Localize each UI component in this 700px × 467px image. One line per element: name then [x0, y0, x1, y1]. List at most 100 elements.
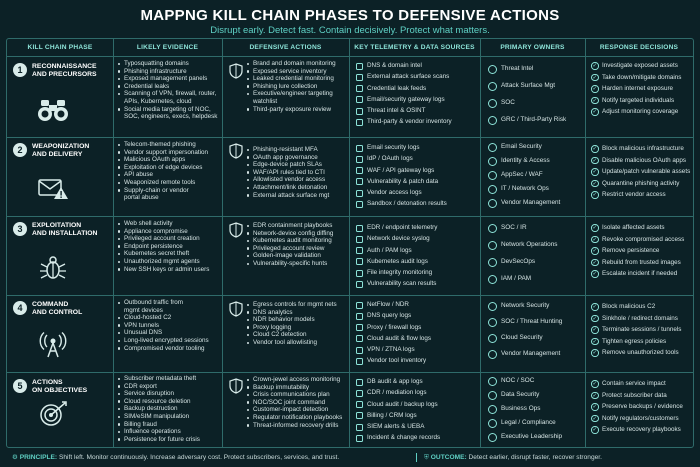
header-primary-owners: PRIMARY OWNERS — [500, 44, 565, 51]
sandbox-icon — [356, 200, 363, 208]
lock-icon — [356, 247, 363, 255]
search-icon — [488, 318, 497, 327]
item-label: IT / Network Ops — [501, 185, 549, 192]
network-icon — [488, 241, 497, 250]
check-icon: ✓ — [591, 326, 599, 334]
item-label: Preserve backups / evidence — [602, 403, 683, 410]
vendor-icon — [488, 199, 497, 208]
check-icon: ✓ — [591, 403, 599, 411]
item-label: Network device syslog — [367, 235, 430, 243]
source-item: Email/security gateway logs — [356, 94, 478, 105]
item-label: Threat intel & OSINT — [367, 107, 426, 115]
item-label: Attack Surface Mgt — [501, 82, 555, 89]
owner-item: Business Ops — [488, 405, 584, 419]
phase-title: ACTIONS ON OBJECTIVES — [32, 379, 122, 395]
list-item: Appliance compromise — [118, 228, 221, 236]
item-label: Sandbox / detonation results — [367, 200, 447, 208]
phase-row-3: 3 EXPLOITATION AND INSTALLATION Web shell… — [7, 217, 693, 295]
item-label: Email/security gateway logs — [367, 95, 445, 103]
principle-statement: ⚙ PRINCIPLE: Shift left. Monitor continu… — [12, 454, 340, 461]
list-item: Executive/engineer targeting — [247, 90, 347, 98]
item-label: Notify targeted individuals — [602, 96, 675, 104]
telemetry-list: Email security logs IdP / OAuth logs WAF… — [356, 142, 478, 210]
evidence-list: Subscriber metadata theft CDR export Serv… — [118, 375, 221, 443]
list-item: SOC, engineers, execs, helpdesk — [124, 113, 218, 121]
source-item: Vendor access logs — [356, 187, 478, 198]
list-item: NOC/SOC joint command — [247, 399, 347, 407]
list-item: OAuth app governance — [247, 154, 347, 162]
list-item: Cloud resource deletion — [118, 398, 221, 406]
owners-list: SOC / IR Network Operations DevSecOps IA… — [488, 224, 584, 292]
item-label: Vendor tool inventory — [367, 357, 427, 365]
item-label: RECONNAISSANCE — [32, 63, 97, 70]
source-item: Credential leak feeds — [356, 83, 478, 94]
check-icon: ✓ — [591, 337, 599, 346]
database-icon — [488, 391, 497, 400]
check-icon: ✓ — [591, 426, 599, 434]
list-item: Phishing-resistant MFA — [247, 146, 347, 154]
item-label: Third-party & vendor inventory — [367, 118, 452, 126]
phase-row-1: 1 RECONNAISSANCE AND PRECURSORS Typosquat… — [7, 57, 693, 137]
list-item: Persistence for future crisis — [118, 436, 221, 444]
endpoint-icon — [356, 224, 363, 232]
actions-list: Egress controls for mgmt nets DNS analyti… — [247, 301, 347, 347]
list-item: CDR export — [118, 383, 221, 391]
decision-item: ✓ Sinkhole / redirect domains — [591, 313, 691, 325]
list-item: API abuse — [118, 171, 221, 179]
source-item: IdP / OAuth logs — [356, 153, 478, 164]
list-item: Customer-impact detection — [247, 406, 347, 414]
list-item: Malicious OAuth apps — [118, 156, 221, 164]
source-item: CDR / mediation logs — [356, 387, 478, 398]
list-item: mgmt devices — [124, 306, 163, 314]
decision-item: ✓ Notify targeted individuals — [591, 95, 691, 107]
item-label: Block malicious infrastructure — [602, 145, 684, 152]
header-divider — [7, 56, 693, 57]
item-label: Threat Intel — [501, 65, 534, 72]
check-icon: ✓ — [591, 179, 599, 188]
item-label: ACTIONS — [32, 379, 63, 386]
item-label: Terminate sessions / tunnels — [602, 326, 682, 333]
item-label: COMMAND — [32, 301, 69, 308]
list-item: Web shell activity — [118, 220, 221, 228]
list-item: Cloud-hosted C2 — [118, 314, 221, 322]
source-item: EDR / endpoint telemetry — [356, 222, 478, 233]
owner-item: GRC / Third-Party Risk — [488, 116, 584, 133]
item-label: Sinkhole / redirect domains — [602, 314, 678, 322]
item-label: Execute recovery playbooks — [602, 426, 681, 433]
list-item: Brand and domain monitoring — [247, 60, 347, 68]
outcome-statement: ⛨ OUTCOME: Detect earlier, disrupt faste… — [424, 454, 602, 461]
source-item: Billing / CRM logs — [356, 410, 478, 421]
list-item: Edge-device patch SLAs — [247, 161, 347, 169]
decision-item: ✓ Investigate exposed assets — [591, 60, 691, 72]
source-item: Cloud audit / backup logs — [356, 399, 478, 410]
vendor-icon — [488, 350, 497, 359]
item-label: SOC / Threat Hunting — [501, 318, 563, 325]
patch-icon — [356, 178, 363, 186]
phase-number: 5 — [13, 379, 27, 393]
header-likely-evidence: LIKELY EVIDENCE — [136, 44, 199, 51]
phase-title: WEAPONIZATION AND DELIVERY — [32, 143, 122, 159]
header-defensive-actions: DEFENSIVE ACTIONS — [249, 44, 322, 51]
source-item: Email security logs — [356, 142, 478, 153]
source-item: External attack surface scans — [356, 71, 478, 82]
globe-icon — [356, 62, 363, 70]
check-icon: ✓ — [591, 62, 599, 70]
check-icon: ✓ — [591, 224, 599, 232]
item-label: GRC / Third-Party Risk — [501, 116, 567, 123]
evidence-list: Telecom-themed phishing Vendor support im… — [118, 141, 221, 202]
key-icon — [356, 85, 363, 93]
item-label: Escalate incident if needed — [602, 270, 678, 277]
source-item: SIEM alerts & UEBA — [356, 421, 478, 432]
list-item: Vendor tool allowlisting — [247, 339, 347, 347]
source-item: Cloud audit & flow logs — [356, 333, 478, 344]
list-item: Unusual DNS — [118, 329, 221, 337]
evidence-list: Web shell activity Appliance compromise P… — [118, 220, 221, 273]
list-item: Vendor support impersonation — [118, 149, 221, 157]
item-label: Restrict vendor access — [602, 191, 666, 198]
check-icon: ✓ — [591, 235, 599, 244]
item-label: File integrity monitoring — [367, 269, 433, 277]
check-icon: ✓ — [591, 247, 599, 255]
scale-icon — [488, 419, 497, 428]
source-item: Vulnerability & patch data — [356, 176, 478, 187]
check-icon: ✓ — [591, 85, 599, 93]
